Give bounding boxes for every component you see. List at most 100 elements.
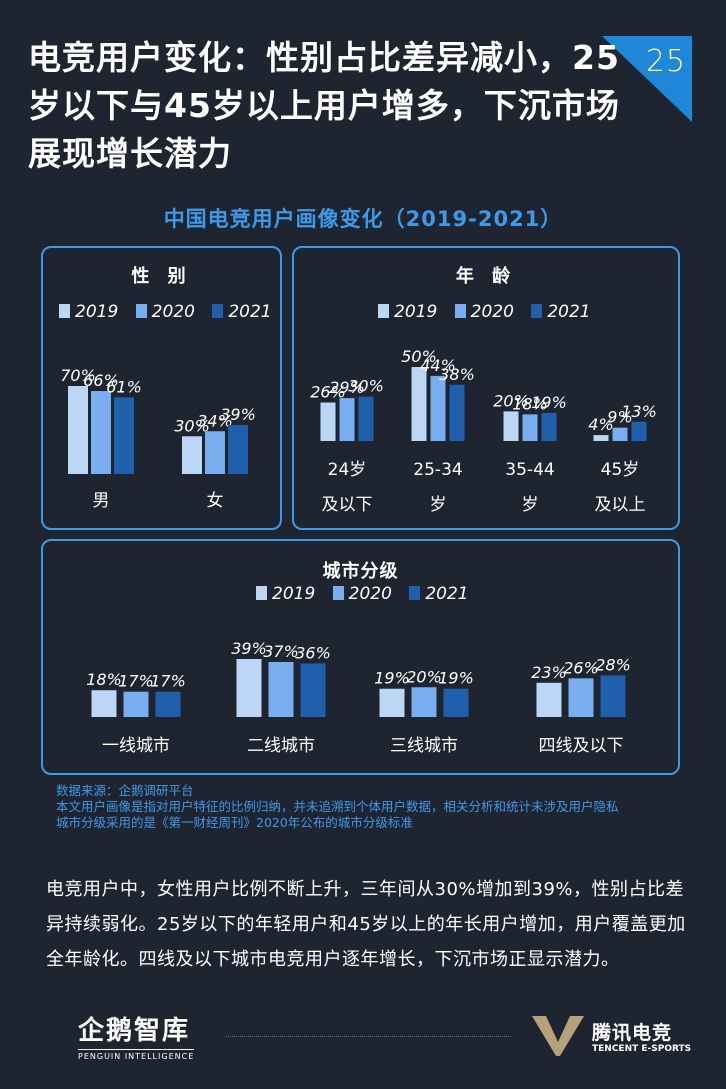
page-title: 电竞用户变化：性别占比差异减小，25岁以下与45岁以上用户增多，下沉市场展现增长… [28, 38, 620, 173]
city-legend: 2019 2020 2021 [244, 584, 469, 604]
category-label-2-0: 35-44 [505, 460, 554, 480]
bar-2021-1 [449, 384, 465, 441]
bar-2019-0 [320, 402, 336, 441]
data-label-2019-2: 19% [374, 669, 410, 688]
category-label-0-1: 及以下 [322, 495, 373, 515]
data-label-2019-0: 26% [310, 383, 346, 402]
data-label-2019-1: 50% [401, 347, 437, 366]
legend-label-2021: 2021 [425, 584, 469, 604]
data-label-2019-1: 30% [174, 416, 210, 435]
note-privacy: 本文用户画像是指对用户特征的比例归纳，并未追溯到个体用户数据，相关分析和统计未涉… [56, 799, 619, 814]
legend-swatch-2019 [256, 586, 267, 600]
bar-2019-0 [68, 386, 88, 474]
bar-2019-1 [182, 436, 202, 474]
bar-2021-0 [114, 397, 134, 474]
age-panel: 年 龄 [292, 246, 680, 530]
bar-2020-1 [205, 431, 225, 474]
page-number-badge [602, 36, 692, 122]
logo-right-text: 腾讯电竞 [592, 1022, 673, 1044]
footer-divider [226, 1036, 511, 1037]
legend-label-2019: 2019 [272, 584, 316, 604]
bar-2021-0 [358, 396, 374, 441]
bar-2020-1 [268, 661, 294, 717]
category-label-1: 二线城市 [247, 736, 315, 756]
bar-2020-0 [91, 391, 111, 474]
legend-swatch-2021 [531, 304, 543, 318]
data-label-2021-1: 39% [220, 405, 256, 424]
page-number: 25 [645, 44, 686, 79]
bar-2019-0 [91, 690, 117, 717]
source-notes: 数据来源：企鹅调研平台 本文用户画像是指对用户特征的比例归纳，并未追溯到个体用户… [56, 783, 676, 831]
bar-2021-0 [155, 691, 181, 717]
data-label-2020-1: 44% [420, 356, 456, 375]
data-label-2020-1: 37% [263, 642, 299, 661]
category-label-2: 三线城市 [390, 736, 458, 756]
gender-chart: 70%66%61% 男 30%34%39% 女 [60, 366, 256, 511]
data-label-2019-3: 23% [531, 663, 567, 682]
data-label-2019-0: 18% [86, 670, 122, 689]
legend-swatch-2020 [332, 586, 344, 600]
category-label-0: 男 [93, 491, 110, 511]
data-label-2021-0: 30% [348, 377, 384, 396]
bar-2020-0 [339, 398, 355, 441]
bar-2019-2 [503, 411, 519, 441]
data-label-2019-2: 20% [493, 391, 529, 410]
bar-2021-1 [300, 663, 326, 717]
category-label-0: 一线城市 [102, 736, 170, 756]
logo-right-subtext: TENCENT E-SPORTS [592, 1044, 692, 1054]
note-source: 数据来源：企鹅调研平台 [56, 783, 194, 798]
legend-swatch-2019 [59, 304, 70, 318]
age-legend: 2019 2020 2021 [366, 302, 591, 322]
data-label-2020-0: 66% [83, 371, 119, 390]
data-label-2021-1: 38% [439, 365, 475, 384]
bar-2021-1 [228, 424, 248, 474]
legend-swatch-2020 [454, 304, 466, 318]
legend-label-2021: 2021 [228, 302, 272, 322]
bar-2020-0 [123, 691, 149, 717]
bar-2020-2 [411, 687, 437, 717]
bar-2021-3 [600, 675, 626, 717]
category-label-0-0: 24岁 [328, 460, 367, 480]
bar-2019-2 [379, 688, 405, 717]
legend-swatch-2021 [212, 304, 224, 318]
legend-swatch-2020 [135, 304, 147, 318]
bar-2019-1 [411, 367, 427, 441]
data-label-2021-2: 19% [438, 669, 474, 688]
legend-label-2020: 2020 [151, 302, 195, 322]
bar-2020-1 [430, 375, 446, 441]
bar-2020-2 [522, 414, 538, 441]
age-panel-title: 年 龄 [455, 266, 517, 287]
category-label-3-1: 及以上 [595, 495, 646, 515]
summary-paragraph: 电竞用户中，女性用户比例不断上升，三年间从30%增加到39%，性别占比差异持续弱… [46, 879, 686, 970]
data-label-2021-3: 28% [595, 655, 631, 674]
data-label-2020-0: 17% [118, 672, 154, 691]
chart-subtitle: 中国电竞用户画像变化（2019-2021） [163, 207, 563, 231]
data-label-2021-1: 36% [295, 643, 331, 662]
legend-label-2019: 2019 [75, 302, 119, 322]
bar-2021-2 [541, 412, 557, 441]
city-panel: 城市分级 [41, 539, 680, 775]
note-city-standard: 城市分级采用的是《第一财经周刊》2020年公布的城市分级标准 [56, 815, 413, 830]
data-label-2019-1: 39% [231, 639, 267, 658]
data-label-2020-2: 18% [512, 394, 548, 413]
legend-label-2020: 2020 [348, 584, 392, 604]
gender-panel: 性 别 [41, 246, 282, 530]
legend-label-2019: 2019 [394, 302, 438, 322]
gender-legend: 2019 2020 2021 [47, 302, 272, 322]
data-label-2020-0: 29% [329, 378, 365, 397]
data-label-2021-0: 61% [106, 377, 142, 396]
data-label-2020-2: 20% [406, 667, 442, 686]
category-label-3-0: 45岁 [601, 460, 640, 480]
category-label-2-1: 岁 [522, 495, 539, 515]
bar-2021-2 [443, 688, 469, 717]
data-label-2021-3: 13% [621, 402, 657, 421]
data-label-2020-1: 34% [197, 411, 233, 430]
data-label-2019-0: 70% [60, 366, 96, 385]
data-label-2021-0: 17% [150, 672, 186, 691]
bar-2019-3 [593, 435, 609, 441]
category-label-1: 女 [207, 491, 224, 511]
data-label-2021-2: 19% [531, 393, 567, 412]
tencent-esports-v-icon [532, 1016, 584, 1056]
city-panel-title: 城市分级 [322, 561, 399, 582]
